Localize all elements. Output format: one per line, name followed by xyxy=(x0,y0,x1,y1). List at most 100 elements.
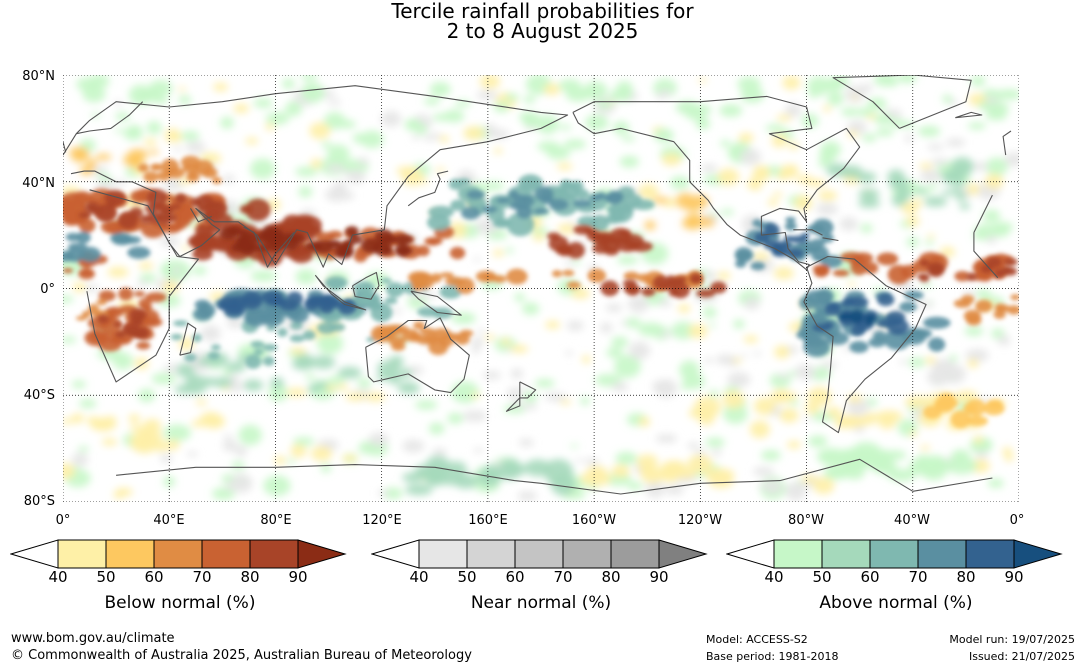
probability-patch xyxy=(844,85,865,103)
probability-patch xyxy=(463,126,485,141)
probability-patch xyxy=(326,278,344,291)
probability-patch xyxy=(138,163,149,172)
tick-label: 90 xyxy=(1004,568,1024,586)
probability-patch xyxy=(532,232,546,242)
probability-patch xyxy=(213,82,229,92)
probability-patch xyxy=(788,400,800,406)
probability-patch xyxy=(95,153,112,161)
probability-patch xyxy=(719,103,743,117)
probability-patch xyxy=(397,381,420,395)
probability-patch xyxy=(903,290,924,300)
probability-patch xyxy=(396,166,419,176)
probability-patch xyxy=(86,416,101,425)
probability-patch xyxy=(295,268,317,285)
probability-patch xyxy=(901,201,919,215)
tick-label: 90 xyxy=(649,568,669,586)
probability-patch xyxy=(250,340,265,349)
probability-patch xyxy=(611,336,629,348)
probability-patch xyxy=(677,303,691,313)
probability-patch xyxy=(583,81,608,100)
probability-patch xyxy=(610,210,626,223)
probability-patch xyxy=(301,82,325,103)
probability-patch xyxy=(653,128,674,143)
probability-patch xyxy=(160,235,180,247)
probability-patch xyxy=(97,347,123,360)
probability-patch xyxy=(557,223,577,235)
probability-patch xyxy=(423,465,451,483)
tick-label: 90 xyxy=(288,568,308,586)
probability-patch xyxy=(482,181,505,191)
probability-patch xyxy=(327,144,350,165)
probability-patch xyxy=(307,384,320,393)
probability-patch xyxy=(810,238,826,248)
probability-patch xyxy=(982,209,1001,223)
coastline xyxy=(803,255,927,434)
probability-patch xyxy=(760,449,781,461)
probability-patch xyxy=(877,319,892,328)
probability-patch xyxy=(470,337,484,348)
tick-label: 60 xyxy=(860,568,880,586)
probability-patch xyxy=(177,87,187,92)
probability-patch xyxy=(428,422,445,435)
colorbar-segment xyxy=(249,539,299,569)
probability-patch xyxy=(413,321,425,330)
probability-patch xyxy=(235,239,250,250)
tick-label: 80 xyxy=(956,568,976,586)
probability-patch xyxy=(800,232,810,238)
colorbar-segment xyxy=(418,539,468,569)
probability-patch xyxy=(959,202,971,210)
probability-patch xyxy=(104,416,117,423)
probability-patch xyxy=(520,385,529,391)
probability-patch xyxy=(872,330,887,341)
probability-patch xyxy=(1002,447,1013,456)
probability-patch xyxy=(992,225,1010,238)
probability-patch xyxy=(785,103,802,118)
probability-patch xyxy=(65,247,85,263)
probability-patch xyxy=(107,266,129,278)
probability-patch xyxy=(510,345,529,354)
probability-patch xyxy=(644,278,655,285)
probability-patch xyxy=(181,245,190,252)
probability-patch xyxy=(920,169,942,183)
probability-patch xyxy=(586,465,608,478)
probability-patch xyxy=(571,288,591,299)
probability-patch xyxy=(758,482,772,489)
probability-patch xyxy=(675,100,700,115)
probability-patch xyxy=(810,245,829,262)
probability-patch xyxy=(220,116,234,129)
probability-patch xyxy=(172,207,200,220)
probability-patch xyxy=(624,317,642,328)
probability-patch xyxy=(151,440,171,452)
probability-patch xyxy=(136,341,151,350)
probability-patch xyxy=(927,143,944,151)
probability-patch xyxy=(341,454,358,463)
coastline xyxy=(243,226,295,268)
probability-patch xyxy=(208,200,228,218)
probability-patch xyxy=(134,291,146,297)
probability-patch xyxy=(984,173,1004,190)
probability-patch xyxy=(904,134,914,143)
probability-patch xyxy=(293,437,315,446)
probability-patch xyxy=(187,234,210,249)
probability-patch xyxy=(663,460,687,476)
probability-patch xyxy=(381,325,397,339)
tick-label: 40 xyxy=(764,568,784,586)
probability-patch xyxy=(966,415,988,426)
probability-patch xyxy=(601,238,620,253)
probability-patch xyxy=(506,268,528,285)
tick-label: 80 xyxy=(240,568,260,586)
probability-patch xyxy=(429,81,451,97)
probability-patch xyxy=(380,278,392,284)
probability-patch xyxy=(522,112,541,128)
probability-patch xyxy=(722,390,745,409)
probability-patch xyxy=(360,238,381,254)
probability-patch xyxy=(773,266,794,280)
lon-label-160w: 160°W xyxy=(571,513,617,528)
probability-patch xyxy=(752,466,775,477)
probability-patch xyxy=(211,487,236,501)
probability-patch xyxy=(378,489,389,497)
website-link[interactable]: www.bom.gov.au/climate xyxy=(11,631,175,646)
probability-patch xyxy=(98,290,116,302)
probability-patch xyxy=(641,287,656,297)
probability-patch xyxy=(265,227,285,244)
